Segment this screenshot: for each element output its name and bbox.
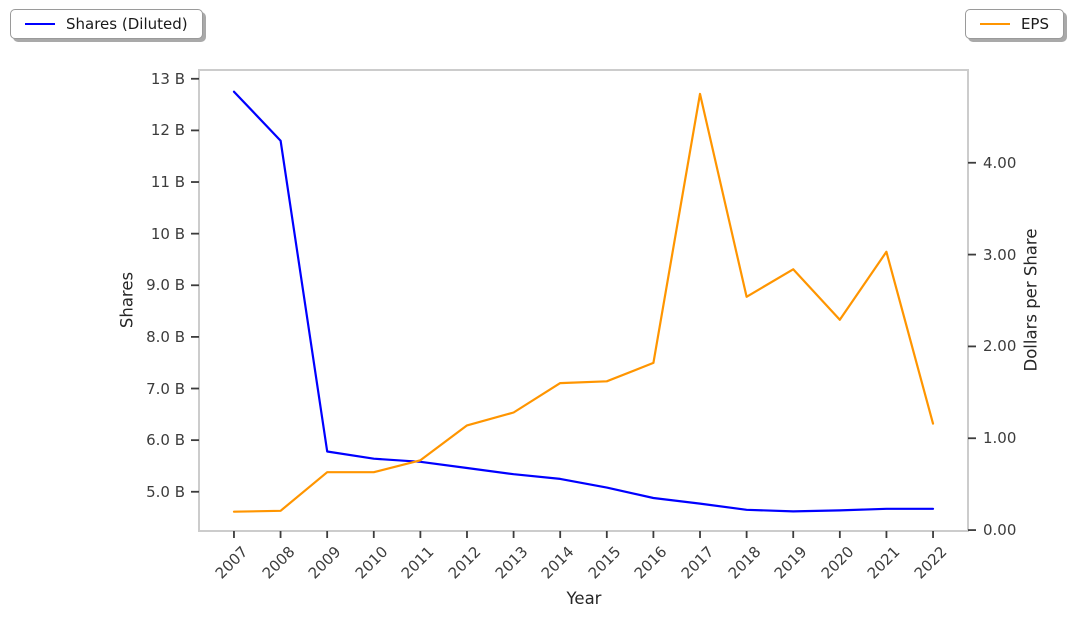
right-ytick-label: 4.00	[983, 153, 1017, 172]
right-axis-title: Dollars per Share	[1021, 228, 1041, 372]
right-ytick-label: 0.00	[983, 521, 1017, 540]
left-ytick-label: 13 B	[150, 69, 185, 88]
plot-border	[198, 69, 969, 532]
shares-line-swatch	[25, 23, 55, 25]
eps-line-swatch	[979, 23, 1010, 25]
legend-eps: EPS	[964, 9, 1064, 39]
legend-shares-diluted: Shares (Diluted)	[10, 9, 203, 39]
right-ytick-label: 3.00	[983, 245, 1017, 264]
series-line-eps	[232, 92, 935, 513]
right-ytick-label: 1.00	[983, 429, 1017, 448]
left-ytick-label: 8.0 B	[146, 327, 185, 346]
left-ytick-label: 9.0 B	[146, 276, 185, 295]
left-ytick-label: 10 B	[150, 224, 185, 243]
left-ytick-label: 5.0 B	[146, 482, 185, 501]
legend-shares-label: Shares (Diluted)	[66, 15, 188, 33]
x-axis-title: Year	[566, 589, 602, 608]
left-ytick-label: 11 B	[150, 173, 185, 192]
left-ytick-label: 6.0 B	[146, 431, 185, 450]
right-ytick-label: 2.00	[983, 337, 1017, 356]
legend-eps-label: EPS	[1020, 15, 1049, 33]
left-ytick-label: 7.0 B	[146, 379, 185, 398]
left-ytick-label: 12 B	[150, 121, 185, 140]
series-line-shares-diluted	[232, 90, 935, 513]
